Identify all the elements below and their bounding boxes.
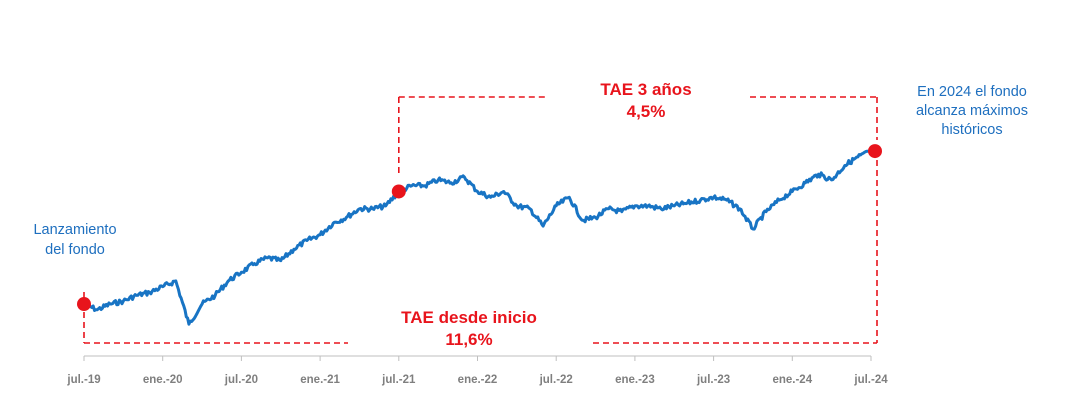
x-tick-label: jul.-24 [853,374,888,386]
tae-brackets [83,96,878,344]
highlight-marker [391,184,406,199]
x-tick-label: jul.-20 [224,374,258,386]
annotation-layer: Lanzamiento del fondo En 2024 el fondo a… [33,80,1028,349]
x-tick-label: ene.-20 [143,374,183,386]
x-tick-label: ene.-22 [458,374,498,386]
x-tick-label: ene.-23 [615,374,655,386]
launch-annotation-line-1: Lanzamiento [33,222,116,238]
highlight-marker [868,144,882,159]
x-tick-label: jul.-19 [66,374,100,386]
marker-layer [77,144,882,312]
tae-3y-title: TAE 3 años [600,80,691,99]
tae-inception-value: 11,6% [445,330,492,349]
series-line [82,149,873,326]
launch-annotation-line-2: del fondo [45,242,105,258]
x-tick-label: jul.-22 [539,374,573,386]
x-tick-label: ene.-21 [300,374,340,386]
tae-3y-value: 4,5% [627,102,666,121]
x-tick-label: ene.-24 [772,374,812,386]
series-layer [82,149,873,326]
highs-annotation-line-3: históricos [941,122,1002,138]
x-tick-label: jul.-23 [696,374,730,386]
highs-annotation-line-2: alcanza máximos [916,103,1028,119]
x-tick-label: jul.-21 [381,374,416,386]
tae-inception-title: TAE desde inicio [401,308,537,327]
x-axis: jul.-19 ene.-20 jul.-20 ene.-21 jul.-21 ene.-… [66,355,888,386]
highs-annotation-line-1: En 2024 el fondo [917,84,1027,100]
highlight-marker [77,297,91,312]
